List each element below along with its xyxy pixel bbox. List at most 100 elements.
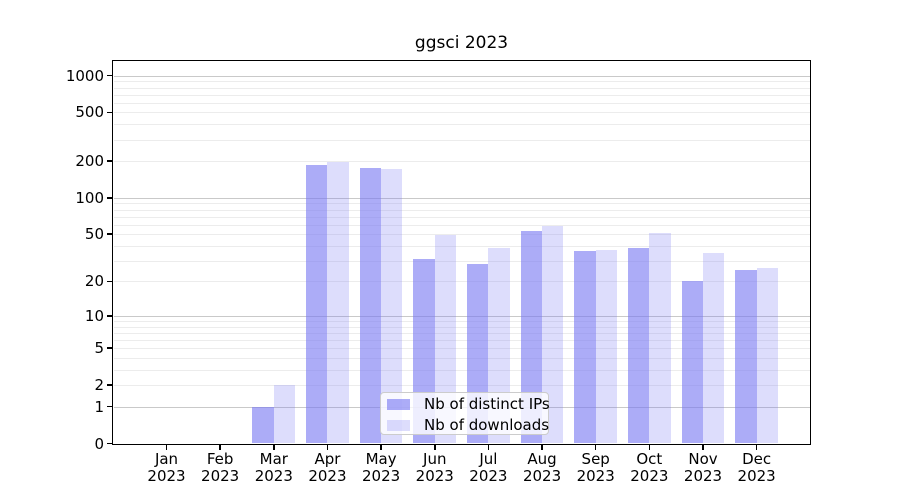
gridline-minor xyxy=(113,281,810,283)
bar-apr-downloads xyxy=(327,162,349,444)
y-axis-tick-label: 5 xyxy=(94,339,104,358)
gridline-minor xyxy=(113,260,810,262)
x-axis-tick-mark xyxy=(326,443,329,450)
x-axis-tick-label-nov: Nov 2023 xyxy=(683,450,723,485)
gridline-minor xyxy=(113,161,810,163)
y-axis-tick-label: 100 xyxy=(75,188,104,207)
gridline-minor xyxy=(113,216,810,218)
x-axis-tick-label-feb: Feb 2023 xyxy=(201,450,240,485)
bar-nov-downloads xyxy=(703,252,725,444)
gridline-minor xyxy=(113,385,810,386)
y-axis-tick-mark xyxy=(106,111,113,114)
bar-dec-distinct-ips xyxy=(735,270,757,444)
bar-may-downloads xyxy=(381,168,403,444)
y-axis-tick-label: 0 xyxy=(94,434,104,453)
y-axis-tick-label: 200 xyxy=(75,152,104,171)
bar-sep-distinct-ips xyxy=(574,251,596,444)
x-axis-tick-label-jul: Jul 2023 xyxy=(469,450,508,485)
gridline-minor xyxy=(113,112,810,114)
x-axis-tick-mark xyxy=(702,443,704,450)
y-axis-tick-mark xyxy=(106,315,113,317)
gridline-minor xyxy=(113,87,810,89)
y-axis-tick-label: 50 xyxy=(84,225,104,244)
gridline-minor xyxy=(113,94,810,96)
y-axis-tick-label: 1 xyxy=(94,397,104,416)
bar-may-distinct-ips xyxy=(359,167,382,444)
y-axis-tick-mark xyxy=(106,442,113,445)
y-axis-tick-label: 2 xyxy=(94,376,104,394)
x-axis-tick-mark xyxy=(648,443,651,450)
x-axis-tick-label-aug: Aug 2023 xyxy=(522,450,562,485)
gridline-minor xyxy=(113,369,810,371)
bar-oct-downloads xyxy=(649,233,671,444)
y-axis-tick-mark xyxy=(106,347,113,349)
bar-mar-distinct-ips xyxy=(252,406,274,444)
legend-label-downloads: Nb of downloads xyxy=(424,416,550,434)
x-axis-tick-mark xyxy=(594,443,597,450)
x-axis-tick-mark xyxy=(434,443,436,450)
gridline-minor xyxy=(113,102,810,104)
y-axis-tick-label: 10 xyxy=(84,306,104,325)
bar-oct-distinct-ips xyxy=(627,248,650,444)
x-axis-tick-label-may: May 2023 xyxy=(362,450,401,485)
x-axis-tick-mark xyxy=(487,443,490,450)
bar-mar-downloads xyxy=(273,385,296,444)
y-axis-tick-mark xyxy=(106,160,113,162)
gridline-minor xyxy=(113,203,810,205)
x-axis-tick-mark xyxy=(219,443,221,450)
gridline-minor xyxy=(113,326,810,328)
gridline-minor xyxy=(113,209,810,211)
gridline-major xyxy=(113,75,810,77)
gridline-minor xyxy=(113,224,810,226)
y-axis-tick-label: 20 xyxy=(84,272,104,291)
bar-nov-distinct-ips xyxy=(681,281,703,444)
y-axis-tick-mark xyxy=(106,384,113,386)
plot-area xyxy=(112,59,811,445)
y-axis-tick-mark xyxy=(106,405,113,408)
gridline-minor xyxy=(113,357,810,359)
gridline-minor xyxy=(113,81,810,83)
y-axis-tick-label: 1000 xyxy=(65,66,104,85)
y-axis-tick-label: 500 xyxy=(75,103,104,122)
legend-swatch-downloads xyxy=(387,420,410,431)
gridline-minor xyxy=(113,332,810,334)
x-axis-tick-mark xyxy=(273,443,275,450)
x-axis-tick-label-oct: Oct 2023 xyxy=(630,450,669,485)
bar-apr-distinct-ips xyxy=(306,164,328,444)
x-axis-tick-label-mar: Mar 2023 xyxy=(254,450,293,485)
legend-label-distinct-ips: Nb of distinct IPs xyxy=(424,395,550,413)
gridline-minor xyxy=(113,139,810,141)
y-axis-tick-mark xyxy=(106,233,113,235)
legend: Nb of distinct IPs Nb of downloads xyxy=(380,392,550,435)
bar-aug-downloads xyxy=(542,226,564,444)
chart-title: ggsci 2023 xyxy=(414,33,509,53)
gridline-major xyxy=(113,315,810,317)
gridline-minor xyxy=(113,320,810,322)
gridline-minor xyxy=(113,339,810,341)
y-axis-tick-mark xyxy=(106,280,113,283)
x-axis-tick-mark xyxy=(755,443,758,450)
legend-entry-distinct-ips: Nb of distinct IPs xyxy=(381,395,550,413)
gridline-minor xyxy=(113,234,810,236)
bar-aug-distinct-ips xyxy=(520,231,543,444)
x-axis-tick-label-apr: Apr 2023 xyxy=(308,450,347,485)
x-axis-tick-mark xyxy=(541,443,543,450)
x-axis-tick-mark xyxy=(165,443,168,450)
x-axis-tick-label-dec: Dec 2023 xyxy=(737,450,776,485)
legend-entry-downloads: Nb of downloads xyxy=(381,416,550,434)
gridline-minor xyxy=(113,124,810,126)
x-axis-tick-label-jan: Jan 2023 xyxy=(147,450,186,485)
bar-sep-downloads xyxy=(595,249,618,444)
x-axis-tick-label-sep: Sep 2023 xyxy=(576,450,615,485)
bar-dec-downloads xyxy=(756,268,779,444)
gridline-minor xyxy=(113,348,810,350)
x-axis-tick-mark xyxy=(380,443,382,450)
legend-swatch-distinct-ips xyxy=(387,399,410,410)
gridline-major xyxy=(113,197,810,199)
y-axis-tick-mark xyxy=(106,74,113,77)
gridline-minor xyxy=(113,245,810,247)
y-axis-tick-mark xyxy=(106,197,113,199)
bar-jun-downloads xyxy=(434,235,457,444)
x-axis-tick-label-jun: Jun 2023 xyxy=(415,450,454,485)
